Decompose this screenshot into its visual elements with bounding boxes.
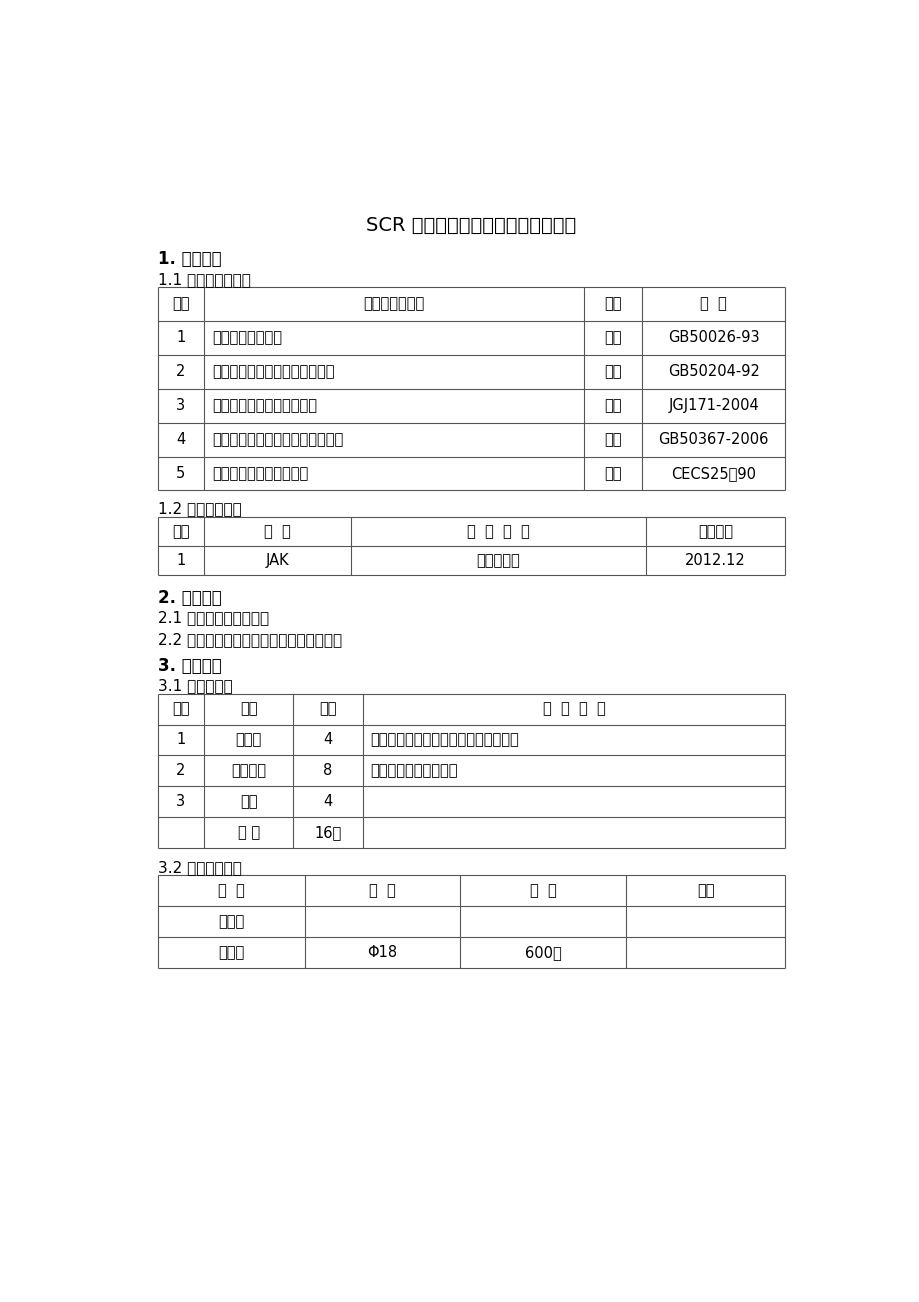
Text: 图  纸  名  称: 图 纸 名 称 — [467, 523, 529, 539]
Text: 《砼结构后锚固技术规范》: 《砼结构后锚固技术规范》 — [211, 398, 316, 413]
Text: 8: 8 — [323, 763, 333, 779]
Text: 3: 3 — [176, 398, 186, 413]
Text: 3: 3 — [176, 794, 186, 809]
Text: 编  号: 编 号 — [699, 297, 726, 311]
Text: 数量: 数量 — [319, 702, 336, 716]
Text: 《国标砼结构加固设计技术规范》: 《国标砼结构加固设计技术规范》 — [211, 432, 343, 447]
Text: 1.1 国家规范、规程: 1.1 国家规范、规程 — [157, 272, 250, 286]
Text: 2.1 测量放线工作完成。: 2.1 测量放线工作完成。 — [157, 611, 268, 625]
Text: 2.2 作业面清理工作完成，不得有积水等。: 2.2 作业面清理工作完成，不得有积水等。 — [157, 631, 341, 647]
Text: 600根: 600根 — [524, 945, 561, 960]
Text: 序号: 序号 — [172, 297, 189, 311]
Text: 规  格: 规 格 — [369, 883, 395, 898]
Text: 1: 1 — [176, 553, 186, 568]
Text: 序号: 序号 — [172, 523, 189, 539]
Text: 行业: 行业 — [604, 466, 621, 480]
Text: 柱钢筋: 柱钢筋 — [218, 945, 244, 960]
Text: 2. 施工条件: 2. 施工条件 — [157, 589, 221, 607]
Text: 数  量: 数 量 — [529, 883, 556, 898]
Text: JAK: JAK — [266, 553, 289, 568]
Text: 1. 编制依据: 1. 编制依据 — [157, 250, 221, 268]
Text: 3.2 主要材料准备: 3.2 主要材料准备 — [157, 861, 241, 875]
Text: 2: 2 — [176, 763, 186, 779]
Text: 素  质  要  求: 素 质 要 求 — [542, 702, 605, 716]
Text: 图纸日期: 图纸日期 — [698, 523, 732, 539]
Text: 类别: 类别 — [604, 297, 621, 311]
Text: 《砼结构加固技术规程》: 《砼结构加固技术规程》 — [211, 466, 308, 480]
Text: 国家: 国家 — [604, 365, 621, 379]
Text: 植筋工: 植筋工 — [235, 733, 262, 747]
Text: 国家: 国家 — [604, 432, 621, 447]
Text: 1.2 主要施工图纸: 1.2 主要施工图纸 — [157, 501, 241, 516]
Text: GB50026-93: GB50026-93 — [667, 331, 759, 345]
Text: 2012.12: 2012.12 — [685, 553, 745, 568]
Text: 多年工作经验责任心强: 多年工作经验责任心强 — [370, 763, 458, 779]
Text: 名  称: 名 称 — [218, 883, 244, 898]
Text: 多年工作经验责任心强有植筋操作经验: 多年工作经验责任心强有植筋操作经验 — [370, 733, 519, 747]
Text: 序号: 序号 — [172, 702, 189, 716]
Text: 力工: 力工 — [240, 794, 257, 809]
Text: 行业: 行业 — [604, 398, 621, 413]
Text: 合 计: 合 计 — [237, 824, 259, 840]
Text: 图  号: 图 号 — [264, 523, 290, 539]
Text: 5: 5 — [176, 466, 186, 480]
Text: GB50367-2006: GB50367-2006 — [658, 432, 768, 447]
Text: 2: 2 — [176, 365, 186, 379]
Text: 结构施工图: 结构施工图 — [476, 553, 520, 568]
Text: 规范、规程名称: 规范、规程名称 — [363, 297, 425, 311]
Text: 1: 1 — [176, 733, 186, 747]
Text: 3. 施工准备: 3. 施工准备 — [157, 656, 221, 674]
Text: 4: 4 — [323, 733, 333, 747]
Text: 4: 4 — [323, 794, 333, 809]
Text: 植筋胶: 植筋胶 — [218, 914, 244, 930]
Text: JGJ171-2004: JGJ171-2004 — [667, 398, 758, 413]
Text: 工种: 工种 — [240, 702, 257, 716]
Text: CECS25：90: CECS25：90 — [671, 466, 755, 480]
Text: GB50204-92: GB50204-92 — [667, 365, 759, 379]
Text: 3.1 劳动力准备: 3.1 劳动力准备 — [157, 678, 233, 693]
Text: 1: 1 — [176, 331, 186, 345]
Text: 4: 4 — [176, 432, 186, 447]
Text: Φ18: Φ18 — [367, 945, 397, 960]
Text: SCR 基础改造植筋工程施工技术措施: SCR 基础改造植筋工程施工技术措施 — [366, 216, 576, 236]
Text: 机械技工: 机械技工 — [231, 763, 266, 779]
Text: 16人: 16人 — [314, 824, 341, 840]
Text: 国家: 国家 — [604, 331, 621, 345]
Text: 《工程测量规范》: 《工程测量规范》 — [211, 331, 281, 345]
Text: 备注: 备注 — [697, 883, 714, 898]
Text: 《砼结构工程施工及验收规范》: 《砼结构工程施工及验收规范》 — [211, 365, 334, 379]
